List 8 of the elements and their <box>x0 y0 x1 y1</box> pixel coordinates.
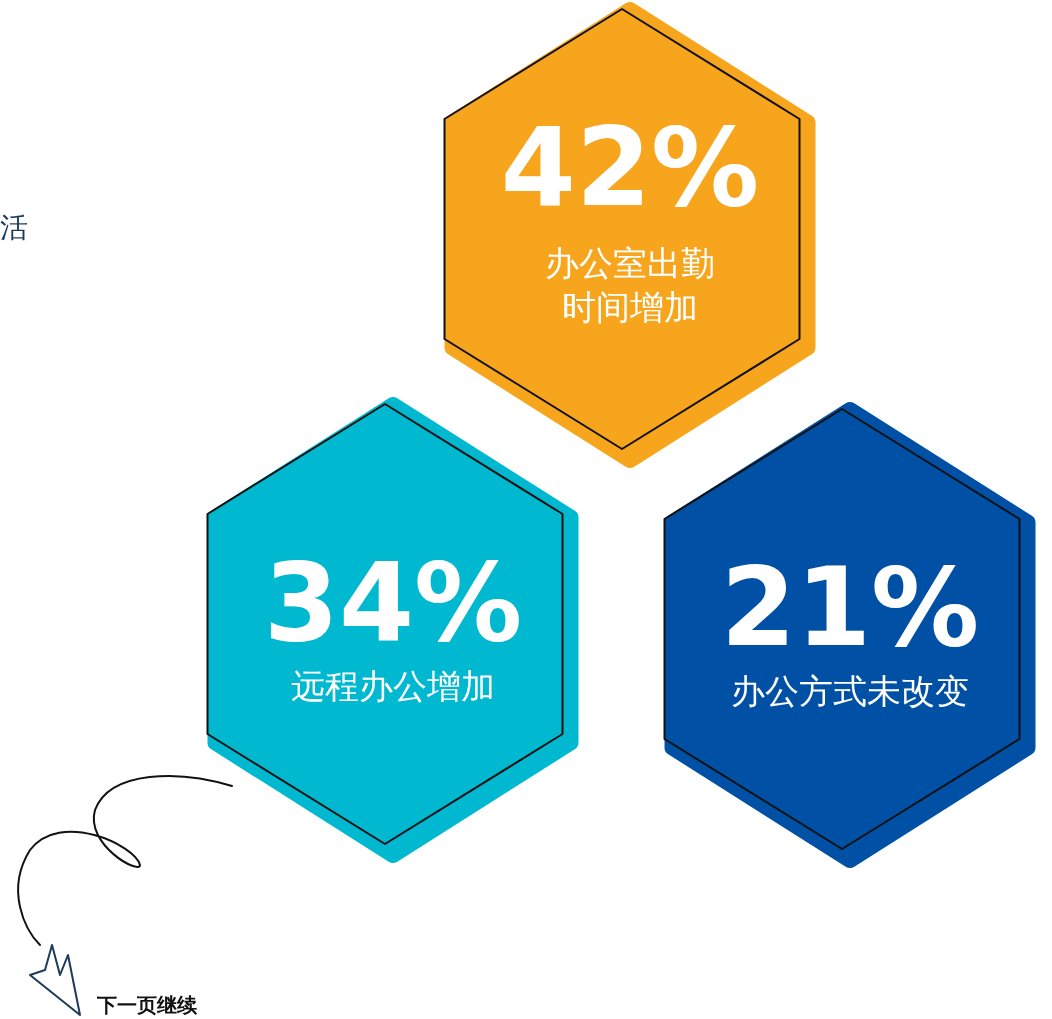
text: 下一页继续 <box>96 993 198 1017</box>
text: 活 <box>0 211 28 244</box>
data-label: 34% <box>263 540 523 665</box>
category-label: 办公室出勤时间增加 <box>545 243 715 327</box>
category-label: 远程办公增加 <box>291 666 495 706</box>
data-label: 21% <box>720 545 980 670</box>
category-label: 办公方式未改变 <box>731 671 969 711</box>
data-label: 42% <box>500 105 760 230</box>
